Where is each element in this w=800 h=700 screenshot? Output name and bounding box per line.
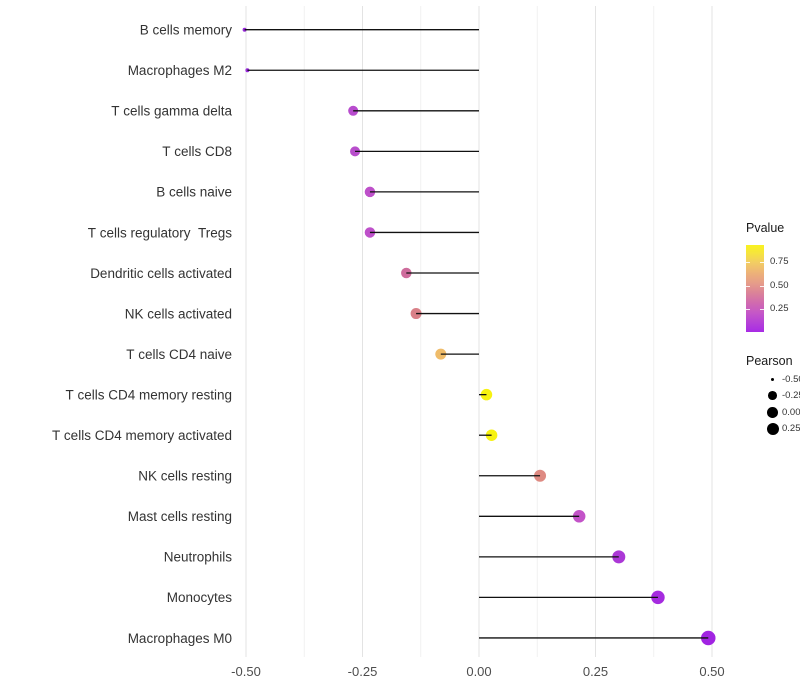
pvalue-tick-label: 0.25 (770, 303, 789, 314)
pearson-legend-item: 0.00 (746, 404, 800, 421)
pearson-size-dot (766, 422, 779, 435)
y-axis-label: T cells CD4 memory activated (52, 428, 232, 443)
pearson-item-label: 0.00 (782, 406, 800, 418)
x-tick-label: 0.00 (466, 664, 491, 679)
gradient-tick (746, 262, 750, 263)
pearson-legend-item: -0.25 (746, 388, 800, 405)
y-axis-label: T cells gamma delta (111, 104, 232, 119)
y-axis-label: T cells regulatory Tregs (88, 225, 233, 240)
y-axis-label: Dendritic cells activated (90, 266, 232, 281)
gradient-tick (760, 309, 764, 310)
pearson-legend: Pearson -0.50 -0.25 0.00 0.25 (746, 354, 800, 437)
y-axis-label: B cells naive (156, 185, 232, 200)
pvalue-gradient-bar (746, 245, 764, 332)
y-axis-label: T cells CD4 memory resting (65, 387, 232, 402)
y-axis-label: B cells memory (140, 23, 233, 38)
pearson-legend-item: 0.25 (746, 421, 800, 438)
pearson-size-dot (771, 377, 774, 381)
x-tick-label: 0.50 (699, 664, 724, 679)
gradient-tick (760, 285, 764, 287)
pearson-legend-item: -0.50 (746, 371, 800, 388)
pearson-legend-title: Pearson (746, 354, 793, 368)
pvalue-legend-title: Pvalue (746, 221, 785, 235)
pearson-size-dot (768, 391, 777, 401)
pvalue-tick-label: 0.75 (770, 256, 789, 267)
y-axis-label: Macrophages M2 (128, 63, 232, 78)
pvalue-tick-label: 0.50 (770, 279, 789, 291)
x-tick-label: -0.25 (348, 664, 378, 679)
y-axis-label: T cells CD4 naive (126, 347, 232, 362)
pvalue-legend: Pvalue 0.75 0.50 0.25 (746, 221, 800, 332)
pearson-item-label: 0.25 (782, 423, 800, 435)
pearson-item-label: -0.50 (782, 373, 800, 385)
x-tick-label: 0.25 (583, 664, 608, 679)
y-axis-label: T cells CD8 (162, 144, 232, 159)
y-axis-label: Mast cells resting (128, 509, 232, 524)
y-axis-label: Macrophages M0 (128, 631, 232, 646)
x-tick-label: -0.50 (231, 664, 261, 679)
y-axis-label: Monocytes (167, 590, 233, 605)
gradient-tick (760, 262, 764, 263)
pearson-size-dot (767, 406, 778, 418)
gradient-tick (746, 309, 750, 310)
y-axis-label: NK cells activated (125, 306, 232, 321)
gradient-tick (746, 285, 750, 287)
pearson-item-label: -0.25 (782, 390, 800, 402)
y-axis-label: Neutrophils (164, 550, 233, 565)
y-axis-label: NK cells resting (138, 469, 232, 484)
